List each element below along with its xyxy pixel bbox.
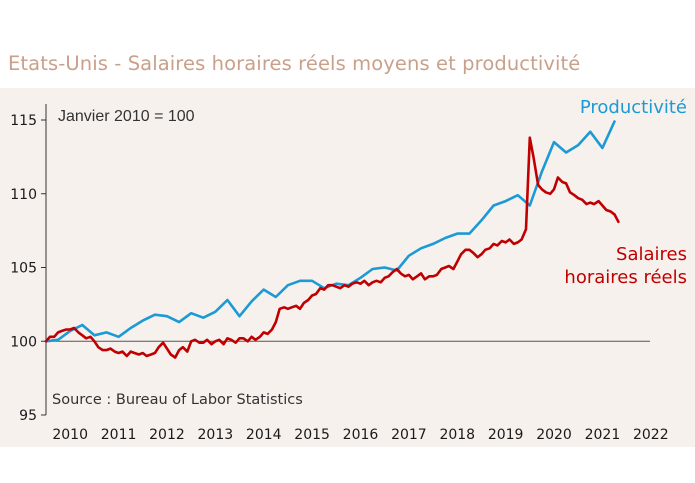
chart-title: Etats-Unis - Salaires horaires réels moy… [8, 52, 581, 75]
x-tick-label: 2019 [488, 427, 524, 443]
x-tick-label: 2013 [198, 427, 234, 443]
x-tick-label: 2022 [633, 427, 669, 443]
series-layer [44, 120, 620, 359]
x-tick-label: 2021 [585, 427, 621, 443]
plot-background [0, 88, 695, 447]
x-tick-label: 2017 [391, 427, 427, 443]
x-tick-label: 2014 [246, 427, 282, 443]
x-tick-label: 2020 [536, 427, 572, 443]
series-line-salaires [44, 136, 620, 359]
y-tick-label: 100 [10, 334, 37, 350]
axis-layer: 95 100 105 110 115 2010 2011 2012 2013 2014 2015 20… [10, 104, 669, 443]
series-label-salaires-line2: horaires réels [564, 267, 687, 288]
y-tick-label: 95 [19, 408, 37, 424]
y-tick-label: 110 [10, 187, 37, 203]
x-tick-label: 2016 [343, 427, 379, 443]
x-tick-label: 2018 [439, 427, 475, 443]
y-tick-label: 105 [10, 261, 37, 277]
x-tick-label: 2015 [294, 427, 330, 443]
chart-source: Source : Bureau of Labor Statistics [52, 392, 303, 408]
y-tick-label: 115 [10, 113, 37, 129]
chart-note: Janvier 2010 = 100 [58, 108, 195, 125]
x-tick-label: 2012 [149, 427, 185, 443]
x-tick-label: 2010 [52, 427, 88, 443]
x-tick-label: 2011 [101, 427, 137, 443]
series-label-productivite: Productivité [580, 97, 687, 118]
series-label-salaires-line1: Salaires [616, 244, 687, 265]
